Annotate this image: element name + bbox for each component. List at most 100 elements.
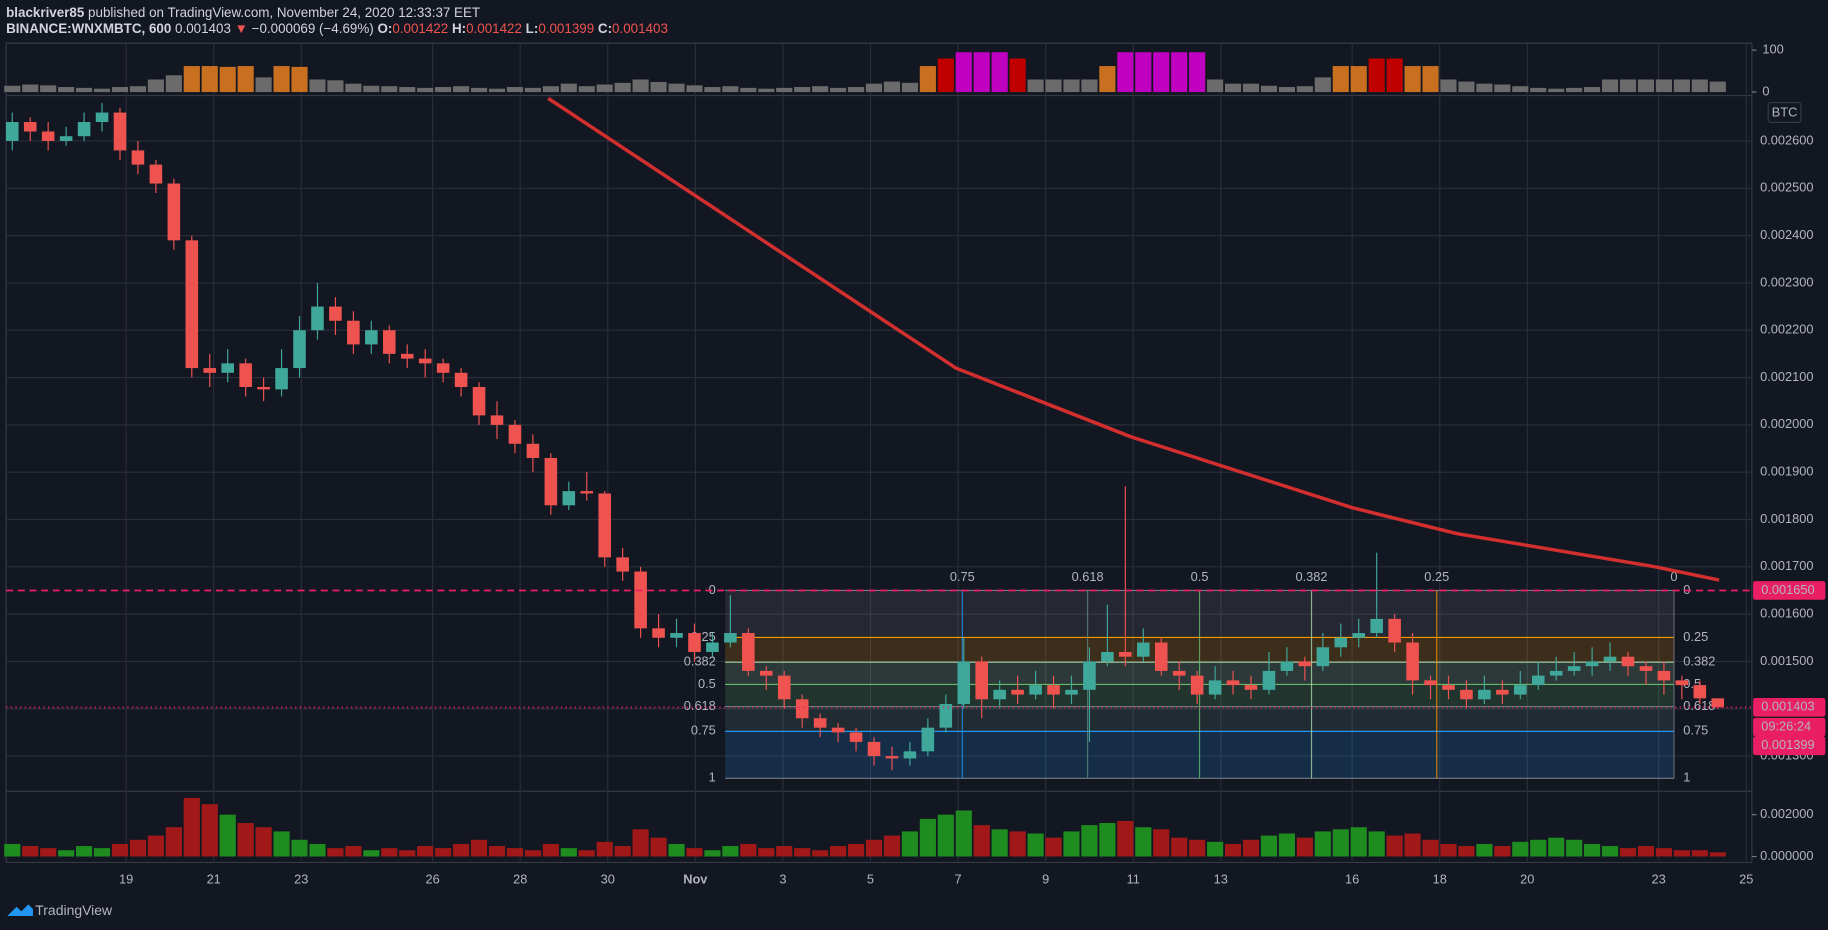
fib-label: 0: [1683, 582, 1690, 597]
volume-bar: [76, 846, 93, 857]
candle-body: [1567, 666, 1581, 671]
oscillator-bar: [794, 87, 811, 93]
oscillator-bar: [650, 81, 667, 93]
volume-bar: [1458, 846, 1475, 857]
volume-bar: [291, 839, 308, 857]
oscillator-bar: [596, 84, 613, 93]
author: blackriver85: [6, 4, 85, 19]
volume-bar: [1063, 831, 1080, 857]
oscillator-bar: [147, 79, 164, 93]
price-tag-label: 0.001403: [1761, 699, 1814, 714]
candle-body: [1047, 685, 1060, 695]
volume-bar: [506, 848, 524, 857]
oscillator-bar: [1422, 66, 1439, 93]
volume-bar: [1189, 839, 1206, 857]
oscillator-bar: [1512, 86, 1529, 93]
y-tick-label: 0.002400: [1760, 227, 1813, 242]
moving-average: [547, 96, 1720, 582]
oscillator-bar: [435, 87, 452, 93]
low-price-tag: [1753, 736, 1826, 756]
oscillator-bar: [1189, 52, 1206, 93]
volume-bar: [614, 846, 631, 857]
candle-body: [1460, 689, 1473, 700]
oscillator-bar: [1673, 79, 1690, 93]
x-tick-label: 21: [207, 871, 221, 886]
oscillator-bar: [1566, 87, 1583, 93]
candle-body: [329, 306, 342, 321]
oscillator-bar: [1063, 79, 1080, 93]
candle-body: [41, 131, 55, 141]
ohlc-label: H:: [452, 21, 466, 36]
oscillator-bar: [363, 85, 380, 93]
price-tag-label: 0.001650: [1761, 582, 1814, 597]
candle-body: [670, 633, 683, 638]
oscillator-bar: [1584, 87, 1601, 93]
candle-body: [472, 387, 486, 416]
oscillator-bar: [883, 81, 901, 93]
fib-label: 0.25: [1683, 629, 1708, 644]
oscillator-bar: [973, 52, 990, 93]
oscillator-bar: [1619, 79, 1637, 93]
volume-bar: [1422, 839, 1439, 857]
oscillator-bar: [722, 86, 739, 93]
x-tick-label: 11: [1127, 871, 1140, 886]
oscillator-bar: [1548, 88, 1565, 93]
candle-body: [275, 368, 288, 390]
oscillator-bar: [955, 52, 972, 93]
oscillator-bar: [1709, 81, 1726, 93]
volume-bar: [4, 843, 21, 857]
volume-bar: [381, 848, 398, 857]
candle-body: [1370, 618, 1383, 634]
volume-bar: [794, 848, 811, 857]
oscillator-bar: [578, 86, 595, 93]
volume-bar: [542, 843, 559, 857]
volume-bar: [901, 831, 918, 857]
volume-bar: [883, 835, 901, 857]
oscillator-bar: [506, 87, 524, 93]
candle-body: [1137, 642, 1150, 657]
currency: BTC: [1772, 104, 1798, 119]
volume-bar: [1009, 831, 1026, 857]
y-tick-label: 0.002600: [1760, 132, 1813, 147]
oscillator-bar: [22, 84, 39, 93]
candle-body: [939, 704, 953, 728]
oscillator-bar: [165, 75, 182, 93]
fib-time-label: 0.25: [1424, 569, 1449, 584]
oscillator-bar: [1494, 84, 1511, 93]
candle-body: [1226, 680, 1240, 686]
oscillator-bar: [1386, 58, 1403, 93]
candle-body: [634, 571, 647, 629]
candle-body: [1549, 670, 1563, 676]
volume-bar: [470, 839, 488, 857]
volume-bar: [165, 827, 182, 857]
oscillator-bar: [1171, 52, 1188, 93]
oscillator-bar: [614, 82, 631, 93]
ohlc-label: C:: [598, 21, 612, 36]
oscillator-bar: [488, 88, 506, 93]
candle-body: [1101, 651, 1114, 662]
osc-tick-label: 0: [1762, 83, 1769, 98]
oscillator-bar: [1332, 66, 1349, 93]
candle-body: [1244, 685, 1258, 690]
volume-bar: [1207, 841, 1224, 857]
volume-bar: [345, 846, 362, 857]
x-tick-label: 3: [779, 871, 786, 886]
oscillator-bar: [4, 85, 21, 93]
volume-bar: [1260, 835, 1278, 857]
oscillator-bar: [1153, 52, 1170, 93]
oscillator-bar: [1458, 81, 1475, 93]
oscillator-bar: [919, 66, 936, 93]
volume-bar: [632, 829, 649, 857]
oscillator-bar: [1404, 66, 1421, 93]
y-tick-label: 0.002500: [1760, 180, 1813, 195]
candle-body: [311, 306, 324, 331]
oscillator-bar: [309, 79, 326, 93]
oscillator-bar: [1117, 52, 1134, 93]
volume-bar: [1566, 839, 1583, 857]
candle-body: [849, 732, 863, 742]
candle-body: [616, 557, 629, 572]
fib-label: 0: [709, 582, 716, 597]
volume-bar: [847, 843, 865, 857]
y-tick-label: 0.002300: [1760, 274, 1813, 289]
